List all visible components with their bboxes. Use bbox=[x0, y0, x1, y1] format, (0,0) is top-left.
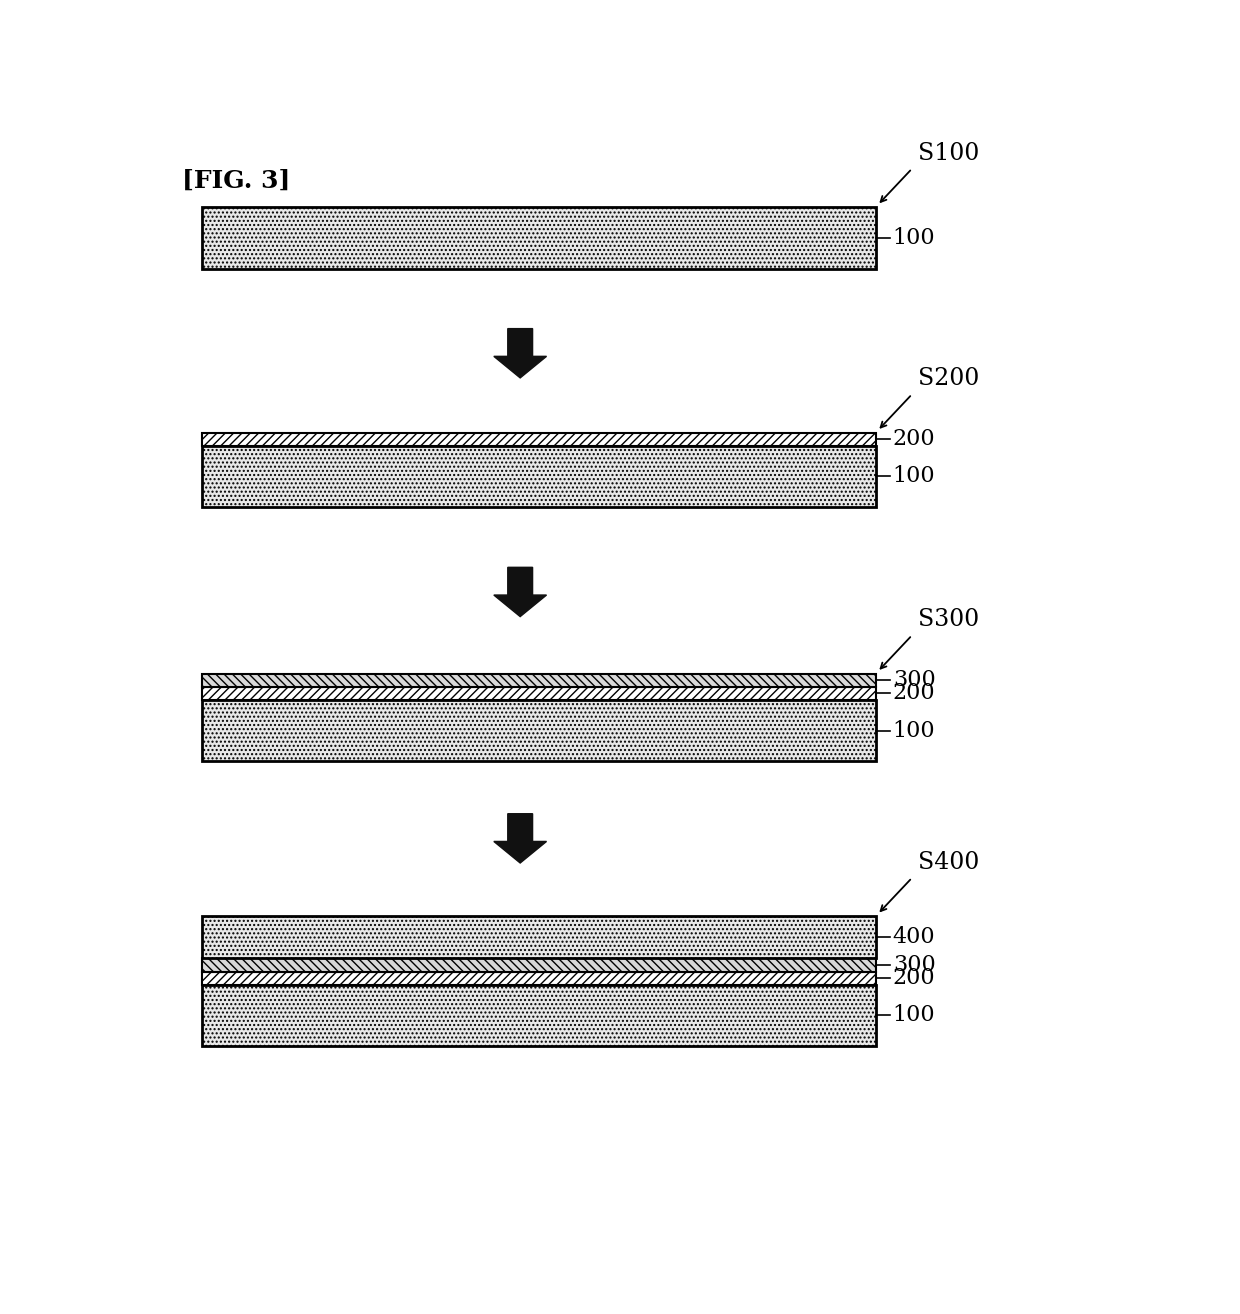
Bar bbox=[201, 432, 875, 445]
Text: 300: 300 bbox=[893, 669, 935, 691]
Text: S400: S400 bbox=[919, 850, 980, 874]
Text: 200: 200 bbox=[893, 682, 935, 704]
Bar bbox=[201, 674, 875, 687]
Text: [FIG. 3]: [FIG. 3] bbox=[182, 168, 290, 192]
Text: 100: 100 bbox=[893, 465, 935, 487]
Text: S300: S300 bbox=[919, 608, 980, 631]
Text: 100: 100 bbox=[893, 227, 935, 248]
Text: 100: 100 bbox=[893, 1004, 935, 1026]
Bar bbox=[201, 700, 875, 761]
Text: S100: S100 bbox=[919, 142, 980, 164]
Bar bbox=[201, 445, 875, 507]
Bar bbox=[201, 916, 875, 958]
Text: 200: 200 bbox=[893, 428, 935, 451]
Bar bbox=[201, 971, 875, 984]
Bar bbox=[201, 208, 875, 268]
Text: S200: S200 bbox=[919, 367, 980, 390]
Text: 300: 300 bbox=[893, 954, 935, 976]
Polygon shape bbox=[494, 568, 547, 616]
Text: 400: 400 bbox=[893, 926, 935, 949]
Text: 100: 100 bbox=[893, 720, 935, 741]
Bar bbox=[201, 687, 875, 700]
Polygon shape bbox=[494, 813, 547, 863]
Text: 200: 200 bbox=[893, 967, 935, 989]
Bar bbox=[201, 984, 875, 1046]
Bar bbox=[201, 958, 875, 971]
Polygon shape bbox=[494, 328, 547, 378]
